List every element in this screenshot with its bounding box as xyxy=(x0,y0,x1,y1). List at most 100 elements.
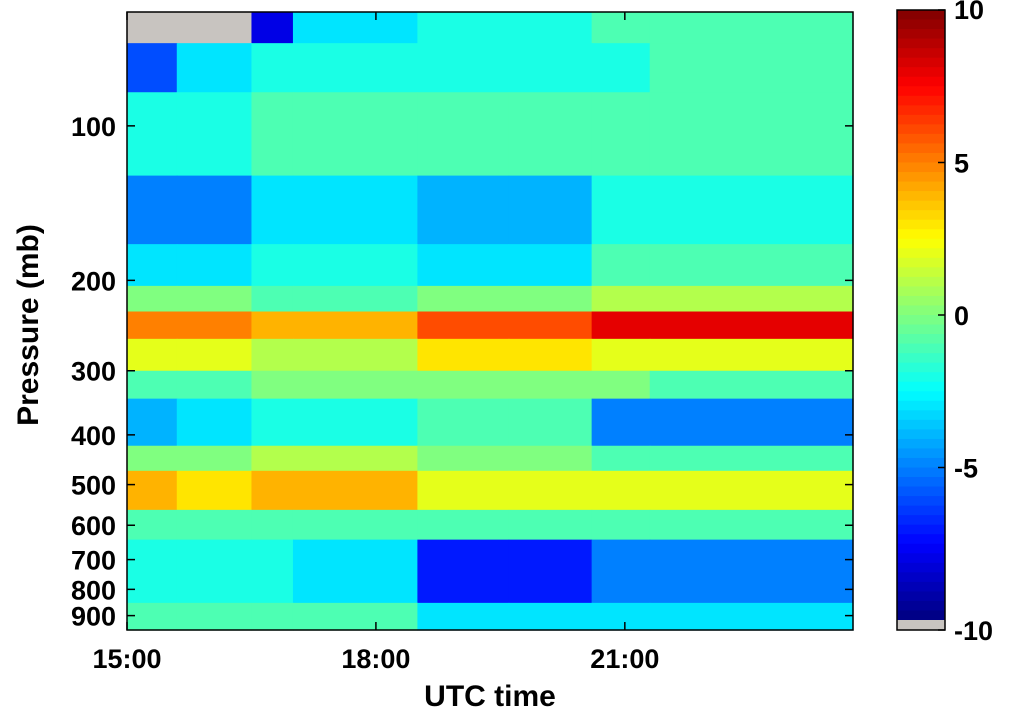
colorbar-swatch xyxy=(897,162,945,173)
colorbar-swatch xyxy=(897,133,945,145)
heatmap-cell xyxy=(591,370,651,400)
heatmap-cell xyxy=(292,398,418,447)
colorbar-swatch xyxy=(897,76,945,87)
colorbar: 10 5 0 -5 -10 xyxy=(896,0,993,646)
heatmap-cell xyxy=(591,92,651,177)
colorbar-swatch xyxy=(897,305,945,316)
colorbar-swatch xyxy=(897,334,945,345)
heatmap-cell xyxy=(417,92,510,177)
heatmap-cell xyxy=(127,311,178,340)
heatmap-cell xyxy=(251,445,294,472)
heatmap-cell xyxy=(417,602,510,631)
y-tick-label: 500 xyxy=(71,471,116,501)
plot-frame xyxy=(126,11,854,631)
heatmap-cell xyxy=(417,445,510,472)
heatmap-cell xyxy=(508,602,593,631)
colorbar-swatch xyxy=(897,486,945,497)
heatmap-cell xyxy=(251,43,294,93)
heatmap-cell xyxy=(292,43,418,93)
heatmap-cell xyxy=(417,509,510,541)
heatmap-cell xyxy=(176,175,253,245)
colorbar-swatch xyxy=(897,200,945,211)
x-axis-ticks: 15:00 18:00 21:00 xyxy=(92,12,659,674)
heatmap-cell xyxy=(508,43,593,93)
heatmap-cell xyxy=(127,12,178,44)
colorbar-swatch xyxy=(897,105,945,116)
colorbar-tick-label: 5 xyxy=(954,149,969,179)
colorbar-swatch xyxy=(897,353,945,364)
heatmap-cell xyxy=(591,338,651,372)
colorbar-swatch xyxy=(897,572,945,583)
heatmap-cell xyxy=(508,445,593,472)
heatmap-cell xyxy=(417,398,510,447)
colorbar-swatch xyxy=(897,505,945,516)
colorbar-swatch xyxy=(897,543,945,554)
colorbar-swatch xyxy=(897,124,945,135)
heatmap-cell xyxy=(251,285,294,313)
colorbar-swatch xyxy=(897,524,945,535)
heatmap-cell xyxy=(127,43,178,93)
heatmap-cell xyxy=(251,12,294,44)
heatmap-cell xyxy=(591,445,651,472)
colorbar-tick-label: 0 xyxy=(954,301,969,331)
colorbar-swatch xyxy=(897,410,945,421)
heatmap-cell xyxy=(508,509,593,541)
heatmap-cell xyxy=(251,602,294,631)
colorbar-swatch xyxy=(897,496,945,507)
y-tick-label: 100 xyxy=(71,112,116,142)
y-tick-label: 800 xyxy=(71,575,116,605)
heatmap-cell xyxy=(251,470,294,511)
heatmap-cell xyxy=(649,398,854,447)
colorbar-swatch xyxy=(897,515,945,526)
heatmap-cell xyxy=(176,311,253,340)
heatmap-cell xyxy=(508,539,593,604)
heatmap-cell xyxy=(127,244,178,287)
heatmap-cell xyxy=(417,244,510,287)
heatmap-cell xyxy=(649,12,854,44)
heatmap-cell xyxy=(417,370,510,400)
colorbar-tick-label: -5 xyxy=(954,454,978,484)
colorbar-swatch xyxy=(897,610,945,621)
colorbar-swatch xyxy=(897,553,945,564)
heatmap-cell xyxy=(508,470,593,511)
heatmap-cell xyxy=(591,311,651,340)
colorbar-swatch xyxy=(897,19,945,30)
colorbar-swatch xyxy=(897,238,945,249)
heatmap-cell xyxy=(649,43,854,93)
colorbar-missing-swatch xyxy=(897,620,945,630)
colorbar-swatch xyxy=(897,315,945,326)
heatmap-cell xyxy=(176,338,253,372)
heatmap-cell xyxy=(292,311,418,340)
heatmap-cell xyxy=(127,398,178,447)
heatmap-cell xyxy=(508,370,593,400)
colorbar-swatch xyxy=(897,10,945,21)
heatmap-cell xyxy=(251,175,294,245)
colorbar-swatch xyxy=(897,67,945,78)
heatmap-cell xyxy=(649,244,854,287)
heatmap-cell xyxy=(176,602,253,631)
heatmap-cell xyxy=(649,175,854,245)
heatmap-cell xyxy=(508,398,593,447)
heatmap-cell xyxy=(649,92,854,177)
y-tick-label: 400 xyxy=(71,421,116,451)
heatmap-cell xyxy=(176,43,253,93)
heatmap-cell xyxy=(292,92,418,177)
heatmap-cell xyxy=(176,12,253,44)
heatmap-cell xyxy=(127,338,178,372)
colorbar-swatch xyxy=(897,477,945,488)
colorbar-swatch xyxy=(897,181,945,192)
heatmap-cell xyxy=(508,12,593,44)
heatmap-cell xyxy=(417,43,510,93)
x-tick-label: 21:00 xyxy=(590,644,659,674)
colorbar-swatch xyxy=(897,267,945,278)
colorbar-swatch xyxy=(897,591,945,602)
y-tick-label: 900 xyxy=(71,602,116,632)
colorbar-swatch xyxy=(897,86,945,97)
heatmap-cell xyxy=(176,370,253,400)
heatmap-cell xyxy=(508,175,593,245)
heatmap-cell xyxy=(591,12,651,44)
heatmap-cell xyxy=(127,602,178,631)
heatmap-cell xyxy=(176,539,253,604)
colorbar-swatch xyxy=(897,286,945,297)
